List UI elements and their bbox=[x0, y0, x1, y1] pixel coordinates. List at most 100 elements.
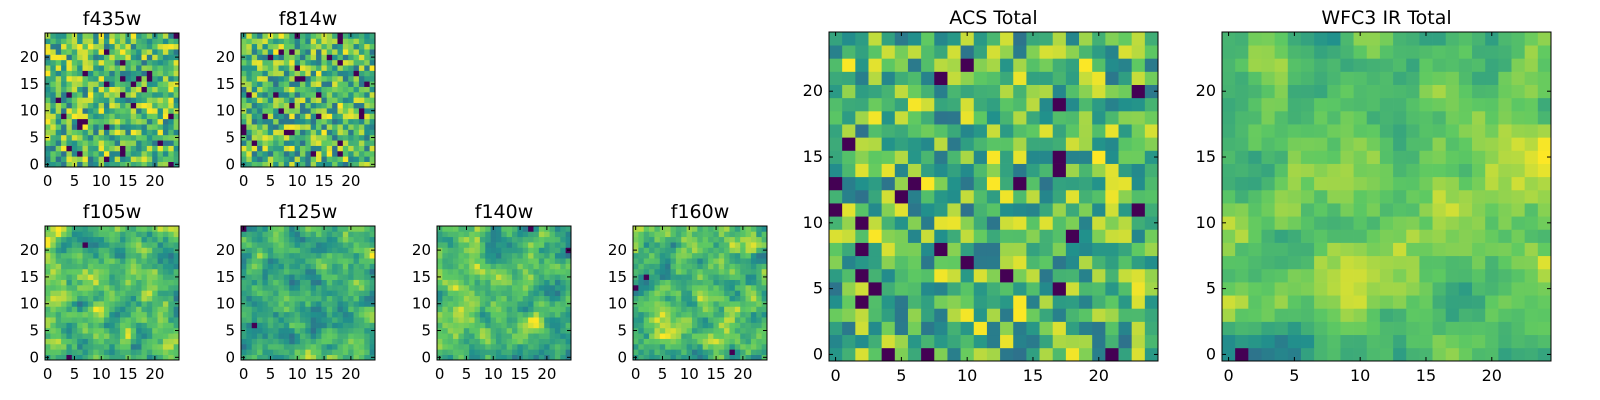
heatmap-cell bbox=[522, 226, 529, 232]
heatmap-cell bbox=[921, 242, 935, 257]
heatmap-cell bbox=[299, 38, 306, 45]
heatmap-cell bbox=[82, 306, 89, 313]
heatmap-cell bbox=[294, 108, 301, 114]
heatmap-cell bbox=[1537, 347, 1552, 362]
heatmap-cell bbox=[960, 295, 975, 309]
heatmap-cell bbox=[130, 242, 137, 248]
heatmap-cell bbox=[495, 338, 502, 345]
x-tick-label: 5 bbox=[896, 366, 906, 385]
heatmap-cell bbox=[257, 65, 263, 71]
heatmap-cell bbox=[283, 43, 290, 50]
heatmap-cell bbox=[549, 242, 556, 248]
heatmap-cell bbox=[1131, 32, 1146, 46]
heatmap-cell bbox=[453, 258, 459, 264]
heatmap-cell bbox=[61, 59, 67, 66]
heatmap-cell bbox=[262, 333, 269, 339]
heatmap-cell bbox=[750, 349, 757, 355]
heatmap-cell bbox=[1327, 347, 1341, 362]
heatmap-cell bbox=[528, 306, 534, 313]
heatmap-cell bbox=[87, 70, 94, 77]
heatmap-cell bbox=[152, 59, 158, 66]
heatmap-cell bbox=[66, 140, 73, 146]
heatmap-cell bbox=[321, 274, 328, 280]
heatmap-cell bbox=[146, 81, 153, 87]
heatmap-cell bbox=[353, 338, 360, 345]
heatmap-cell bbox=[332, 70, 338, 77]
heatmap-cell bbox=[855, 308, 869, 322]
heatmap-cell bbox=[168, 247, 174, 254]
heatmap-cell bbox=[146, 343, 153, 350]
heatmap-cell bbox=[267, 97, 274, 104]
heatmap-cell bbox=[691, 268, 698, 275]
heatmap-cell bbox=[544, 242, 550, 248]
heatmap-cell bbox=[718, 295, 725, 302]
heatmap-cell bbox=[724, 333, 730, 339]
heatmap-cell bbox=[681, 306, 687, 313]
heatmap-cell bbox=[479, 311, 486, 318]
heatmap-cell bbox=[724, 311, 730, 318]
heatmap-cell bbox=[921, 229, 935, 243]
heatmap-cell bbox=[267, 333, 274, 339]
heatmap-cell bbox=[533, 274, 540, 280]
heatmap-cell bbox=[554, 258, 561, 264]
heatmap-cell bbox=[1000, 347, 1014, 362]
heatmap-cell bbox=[120, 295, 126, 302]
heatmap-cell bbox=[50, 91, 57, 98]
heatmap-cell bbox=[829, 163, 843, 178]
heatmap-cell bbox=[1079, 189, 1093, 204]
heatmap-cell bbox=[321, 349, 328, 355]
heatmap-cell bbox=[1079, 163, 1093, 178]
heatmap-cell bbox=[103, 236, 110, 243]
heatmap-cell bbox=[141, 311, 148, 318]
heatmap-cell bbox=[724, 354, 730, 361]
heatmap-cell bbox=[321, 54, 328, 61]
y-tick-label: 10 bbox=[412, 295, 431, 313]
heatmap-cell bbox=[130, 301, 137, 307]
heatmap-cell bbox=[130, 86, 137, 93]
heatmap-cell bbox=[332, 242, 338, 248]
heatmap-cell bbox=[273, 108, 279, 114]
heatmap-cell bbox=[353, 97, 360, 104]
heatmap-cell bbox=[1314, 282, 1328, 296]
heatmap-cell bbox=[136, 118, 142, 125]
heatmap-cell bbox=[1419, 163, 1433, 178]
heatmap-cell bbox=[267, 295, 274, 302]
heatmap-cell bbox=[342, 70, 349, 77]
heatmap-cell bbox=[1079, 124, 1093, 138]
heatmap-cell bbox=[273, 268, 279, 275]
heatmap-cell bbox=[1327, 255, 1341, 270]
heatmap-cell bbox=[103, 290, 110, 297]
heatmap-cell bbox=[1131, 216, 1146, 230]
heatmap-cell bbox=[103, 43, 110, 50]
heatmap-cell bbox=[109, 263, 116, 270]
heatmap-cell bbox=[267, 258, 274, 264]
heatmap-cell bbox=[316, 279, 322, 286]
heatmap-cell bbox=[98, 54, 105, 61]
heatmap-cell bbox=[565, 268, 572, 275]
heatmap-cell bbox=[1000, 124, 1014, 138]
heatmap-cell bbox=[479, 322, 486, 329]
heatmap-cell bbox=[152, 102, 158, 109]
heatmap-cell bbox=[157, 97, 164, 104]
heatmap-cell bbox=[1472, 203, 1486, 217]
heatmap-cell bbox=[337, 59, 344, 66]
heatmap-cell bbox=[485, 247, 491, 254]
heatmap-cell bbox=[146, 70, 153, 77]
heatmap-cell bbox=[310, 161, 317, 168]
axes-frame bbox=[632, 225, 768, 361]
x-tick-label: 15 bbox=[511, 365, 530, 383]
heatmap-cell bbox=[479, 242, 486, 248]
heatmap-cell bbox=[973, 124, 988, 138]
heatmap-cell bbox=[246, 108, 253, 114]
heatmap-cell bbox=[649, 301, 655, 307]
heatmap-cell bbox=[103, 226, 110, 232]
heatmap-cell bbox=[61, 70, 67, 77]
heatmap-cell bbox=[267, 231, 274, 238]
heatmap-cell bbox=[544, 279, 550, 286]
heatmap-cell bbox=[257, 301, 263, 307]
heatmap-cell bbox=[337, 301, 344, 307]
heatmap-cell bbox=[947, 163, 961, 178]
heatmap-cell bbox=[724, 236, 730, 243]
heatmap-cell bbox=[638, 322, 645, 329]
heatmap-cell bbox=[490, 236, 497, 243]
